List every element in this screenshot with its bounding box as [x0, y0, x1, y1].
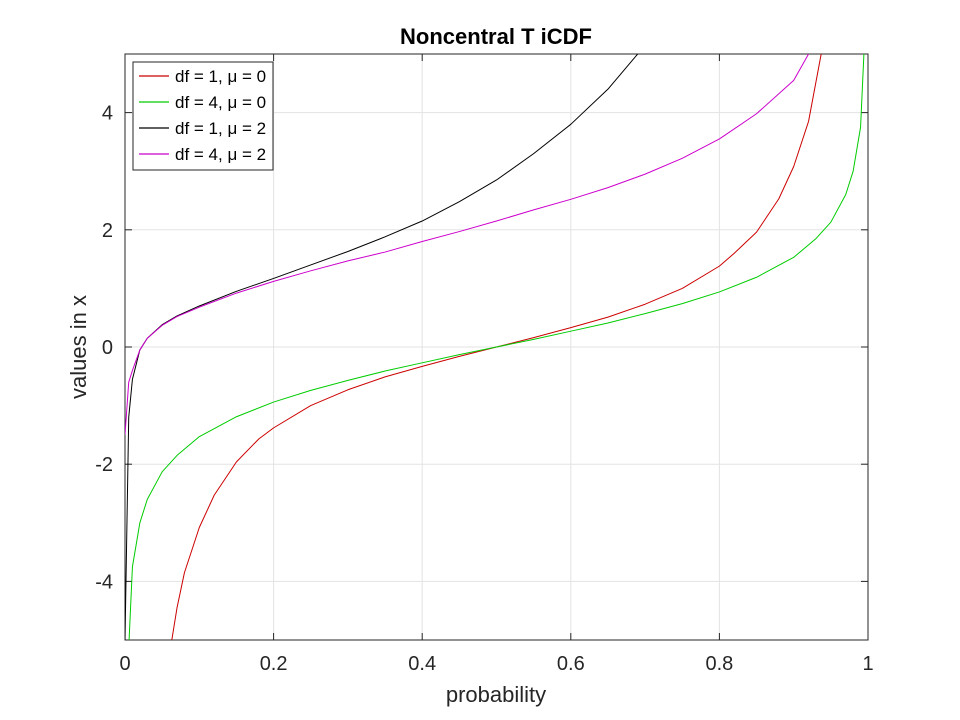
x-tick-label: 0: [119, 653, 130, 675]
x-ticks: 0 0.2 0.4 0.6 0.8 1: [119, 54, 874, 675]
y-tick-label: -4: [95, 571, 113, 593]
x-tick-label: 0.2: [260, 653, 288, 675]
legend: df = 1, μ = 0 df = 4, μ = 0 df = 1, μ = 2 d…: [132, 61, 274, 171]
x-tick-label: 1: [862, 653, 873, 675]
x-axis-label: probability: [446, 682, 546, 707]
chart-title: Noncentral T iCDF: [400, 24, 592, 49]
legend-label-4: df = 4, μ = 2: [175, 145, 266, 164]
x-tick-label: 0.6: [557, 653, 585, 675]
legend-label-3: df = 1, μ = 2: [175, 119, 266, 138]
series-layer: [125, 54, 865, 640]
y-tick-label: 0: [102, 337, 113, 359]
y-tick-label: 4: [102, 103, 113, 125]
x-tick-label: 0.4: [408, 653, 436, 675]
x-tick-label: 0.8: [705, 653, 733, 675]
legend-label-2: df = 4, μ = 0: [175, 93, 266, 112]
series-line-2: [128, 54, 865, 640]
y-tick-label: 2: [102, 220, 113, 242]
legend-box: [132, 61, 274, 171]
series-line-1: [171, 54, 822, 640]
series-line-4: [125, 54, 809, 435]
y-axis-label: values in x: [66, 295, 91, 399]
y-tick-label: -2: [95, 454, 113, 476]
legend-label-1: df = 1, μ = 0: [175, 67, 266, 86]
